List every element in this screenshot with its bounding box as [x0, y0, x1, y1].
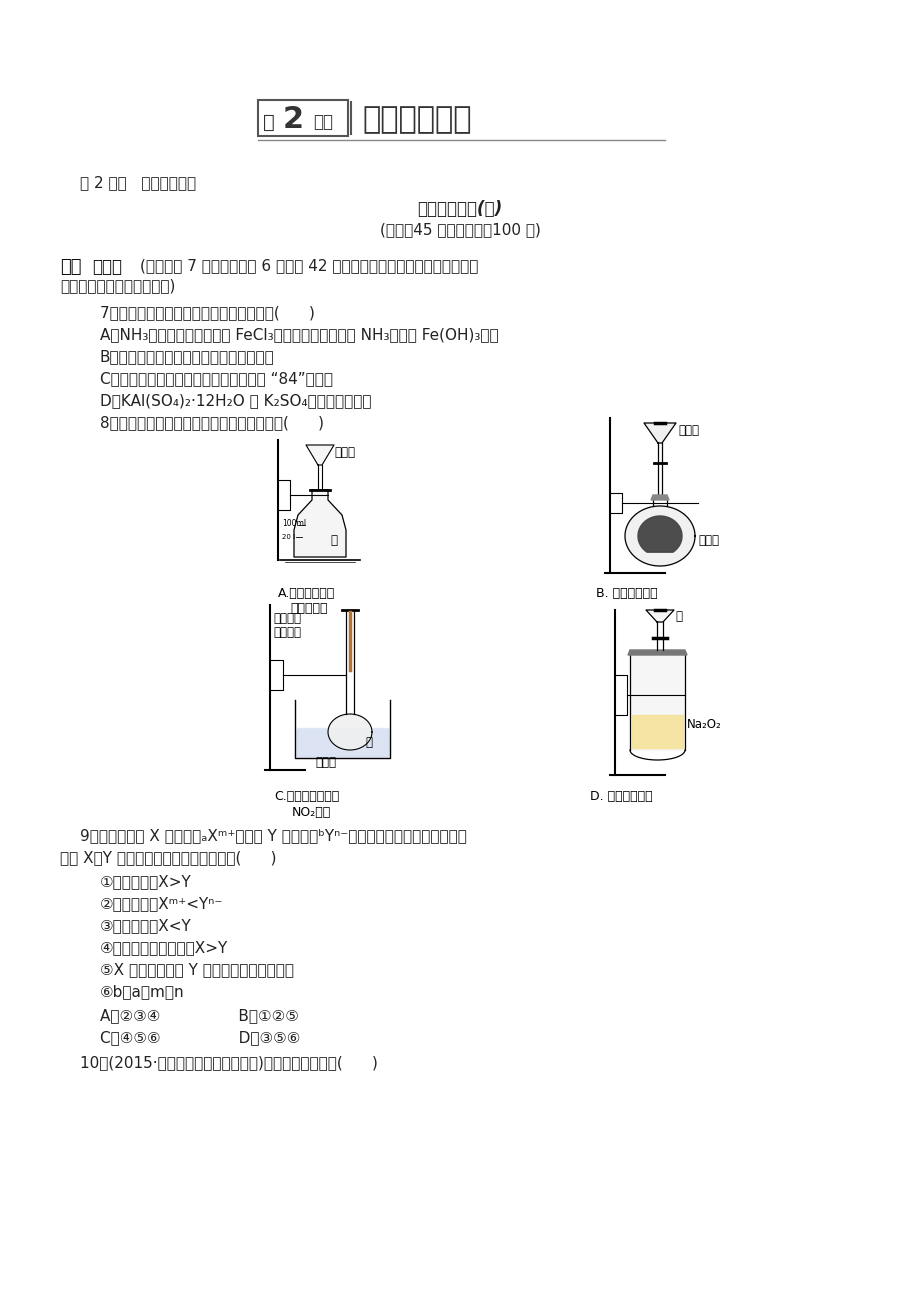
- Polygon shape: [651, 495, 668, 500]
- Text: B．瓷崛堤耐高温，可用于加热分解石灰石: B．瓷崛堤耐高温，可用于加热分解石灰石: [100, 349, 275, 365]
- FancyBboxPatch shape: [257, 100, 347, 135]
- Text: A．NH₃溢于水后显碱性，向 FeCl₃饱和溶液中通入足量 NH₃可制取 Fe(OH)₃胶体: A．NH₃溢于水后显碱性，向 FeCl₃饱和溶液中通入足量 NH₃可制取 Fe(…: [100, 327, 498, 342]
- Text: 一、: 一、: [60, 258, 82, 276]
- Text: ⑤X 的最高正价与 Y 的最低负价绝对值相等: ⑤X 的最高正价与 Y 的最低负价绝对值相等: [100, 962, 294, 976]
- Text: 的硫酸溶液: 的硫酸溶液: [289, 602, 327, 615]
- Text: C.制备并收集少量: C.制备并收集少量: [274, 790, 339, 803]
- Text: 9．短周期元素 X 的阳离子ₐXᵐ⁺与元素 Y 的阴离子ᵇYⁿ⁻具有相同的电子层结构。以下: 9．短周期元素 X 的阳离子ₐXᵐ⁺与元素 Y 的阴离子ᵇYⁿ⁻具有相同的电子层…: [80, 828, 466, 842]
- Polygon shape: [631, 715, 682, 749]
- Text: C．④⑤⑥                D．③⑤⑥: C．④⑤⑥ D．③⑤⑥: [100, 1030, 300, 1046]
- Polygon shape: [624, 506, 694, 566]
- Text: 部分: 部分: [312, 113, 333, 132]
- Text: 关于 X、Y 元素性质的比较中，正确的是(      ): 关于 X、Y 元素性质的比较中，正确的是( ): [60, 850, 277, 865]
- Text: ③原子半径：X<Y: ③原子半径：X<Y: [100, 918, 191, 934]
- Text: ①原子序数：X>Y: ①原子序数：X>Y: [100, 874, 191, 889]
- Polygon shape: [297, 728, 388, 756]
- Polygon shape: [294, 490, 346, 557]
- Text: 选择题: 选择题: [92, 258, 122, 276]
- Polygon shape: [306, 445, 334, 465]
- Text: 2: 2: [282, 105, 303, 134]
- Text: 8．某课外实验小组设计的下列实验合理的是(      ): 8．某课外实验小组设计的下列实验合理的是( ): [100, 415, 323, 430]
- Text: 可上下移: 可上下移: [273, 612, 301, 625]
- Text: 第 2 部分   俯真模拟训练: 第 2 部分 俯真模拟训练: [80, 174, 196, 190]
- Polygon shape: [295, 730, 390, 758]
- Text: 100ml: 100ml: [282, 518, 306, 527]
- Text: 水: 水: [330, 534, 336, 547]
- Text: Na₂O₂: Na₂O₂: [686, 719, 721, 732]
- Text: 水: 水: [675, 609, 681, 622]
- Polygon shape: [328, 713, 371, 750]
- Text: (时间：45 分钟，满分：100 分): (时间：45 分钟，满分：100 分): [380, 223, 539, 237]
- Text: A．②③④                B．①②⑤: A．②③④ B．①②⑤: [100, 1008, 299, 1023]
- Text: 20 l: 20 l: [282, 534, 295, 540]
- Text: (本题包括 7 小题，每小题 6 分，共 42 分。在每小题给出的四个选项中，只: (本题包括 7 小题，每小题 6 分，共 42 分。在每小题给出的四个选项中，只: [140, 258, 478, 273]
- Text: D. 制备少量氧气: D. 制备少量氧气: [589, 790, 652, 803]
- Text: NO₂气体: NO₂气体: [291, 806, 331, 819]
- Text: ②离子半径：Xᵐ⁺<Yⁿ⁻: ②离子半径：Xᵐ⁺<Yⁿ⁻: [100, 896, 223, 911]
- Text: ⑥b＝a＋m－n: ⑥b＝a＋m－n: [100, 984, 185, 999]
- Text: 浓碐酸: 浓碐酸: [314, 755, 335, 768]
- Polygon shape: [645, 611, 674, 622]
- Polygon shape: [628, 650, 686, 655]
- Text: 10．(2015·浙江杭州第二次高考质检)下列说法正确的是(      ): 10．(2015·浙江杭州第二次高考质检)下列说法正确的是( ): [80, 1055, 378, 1070]
- Text: D．KAl(SO₄)₂·12H₂O 和 K₂SO₄均可用作净水剂: D．KAl(SO₄)₂·12H₂O 和 K₂SO₄均可用作净水剂: [100, 393, 371, 408]
- Text: 有一项是符合题目要求的。): 有一项是符合题目要求的。): [60, 279, 176, 293]
- Text: 俯真模拟训练(一): 俯真模拟训练(一): [417, 201, 502, 217]
- Text: 浓硫酸: 浓硫酸: [334, 447, 355, 460]
- Polygon shape: [643, 423, 675, 443]
- Text: 水: 水: [365, 736, 371, 749]
- Polygon shape: [630, 655, 685, 750]
- Polygon shape: [637, 516, 681, 552]
- Text: C．次氯酸鍄具有强氧化性，可用于配制 “84”消毒液: C．次氯酸鍄具有强氧化性，可用于配制 “84”消毒液: [100, 371, 333, 385]
- Text: 氧化馒: 氧化馒: [698, 534, 719, 547]
- Text: B. 制备少量氨气: B. 制备少量氨气: [596, 587, 657, 600]
- Text: 浓氨水: 浓氨水: [677, 423, 698, 436]
- Text: A.配制一定浓度: A.配制一定浓度: [278, 587, 335, 600]
- Text: 7．下列有关物质的性质和应用均正确的是(      ): 7．下列有关物质的性质和应用均正确的是( ): [100, 305, 314, 320]
- Text: 第: 第: [263, 112, 275, 132]
- Text: 动的铜丝: 动的铜丝: [273, 625, 301, 638]
- Text: ④元素所在的周期数：X>Y: ④元素所在的周期数：X>Y: [100, 940, 228, 954]
- Text: 俯真模拟训练: 俯真模拟训练: [361, 105, 471, 134]
